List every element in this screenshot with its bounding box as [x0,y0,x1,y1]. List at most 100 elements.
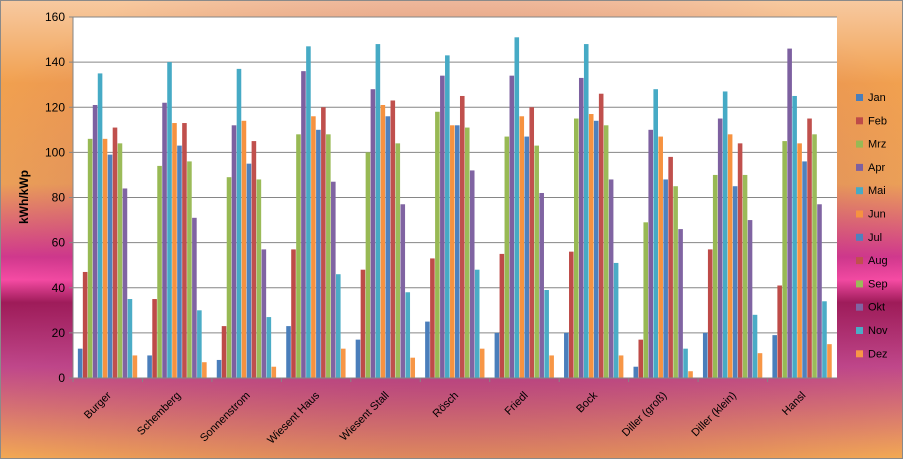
bar-jul-7 [593,120,599,378]
legend-swatch-okt [856,303,863,311]
bar-nov-3 [336,274,341,378]
bar-dez-4 [410,357,416,378]
bar-jul-6 [524,136,530,378]
bar-feb-7 [569,251,574,378]
bar-dez-5 [479,348,485,378]
bar-sep-10 [812,134,817,378]
bar-okt-10 [817,204,822,378]
y-tick-label: 140 [45,55,65,69]
bar-mai-5 [445,55,450,379]
legend-label: Sep [868,278,888,290]
bar-nov-4 [405,292,411,378]
bar-nov-7 [613,262,619,378]
bar-jul-1 [177,145,182,378]
bar-feb-8 [638,339,644,378]
x-category-label: Burger [82,389,114,421]
bar-jun-5 [450,125,455,378]
bar-mai-9 [722,91,728,379]
legend-label: Mrz [868,139,886,151]
bar-sep-7 [603,125,609,378]
bar-mrz-1 [157,165,162,378]
legend-label: Jul [868,232,882,244]
bar-apr-1 [162,102,167,379]
bar-nov-0 [127,299,133,378]
legend-label: Nov [868,325,888,337]
bar-mai-2 [236,68,242,378]
bar-jan-10 [772,335,777,378]
bar-mrz-4 [365,152,371,379]
bar-jun-3 [311,116,316,378]
bar-jun-0 [102,138,108,378]
bar-aug-1 [182,123,187,378]
bar-aug-10 [807,118,812,378]
bar-feb-2 [221,326,227,378]
bar-apr-10 [787,48,792,379]
y-tick-label: 80 [52,191,66,205]
legend-swatch-feb [856,117,863,125]
bar-aug-2 [251,141,257,378]
bar-okt-6 [539,192,544,378]
bar-feb-5 [430,258,435,378]
legend-label: Okt [868,302,885,314]
bar-sep-9 [742,174,748,378]
legend-swatch-mrz [856,140,863,148]
bar-mai-3 [306,46,311,378]
x-category-label: Sonnenstrom [198,390,253,445]
legend-label: Mai [868,185,886,197]
bar-dez-7 [618,355,624,378]
bar-apr-9 [717,118,723,378]
legend-swatch-jan [856,94,863,101]
legend-label: Feb [868,115,887,127]
x-category-label: Diller (groß) [620,390,670,440]
bar-aug-7 [598,93,604,379]
bar-okt-5 [469,170,475,378]
bar-okt-8 [678,229,683,378]
bar-mai-8 [653,89,658,378]
bar-feb-9 [707,249,713,378]
bar-jun-1 [172,123,177,378]
bar-jul-8 [663,179,668,378]
bar-mrz-6 [504,136,510,378]
bar-feb-6 [499,253,505,378]
x-category-label: Schemberg [135,390,183,438]
bar-mrz-8 [643,222,649,378]
y-tick-label: 100 [45,145,65,159]
bar-aug-9 [737,143,743,378]
y-tick-label: 60 [52,236,66,250]
bar-aug-6 [529,107,535,378]
bar-mai-10 [792,95,797,378]
bar-feb-0 [82,271,88,378]
legend-swatch-sep [856,280,863,288]
bar-jul-10 [802,161,807,378]
bar-okt-4 [400,204,406,378]
x-category-label: Wiesent Haus [265,389,322,446]
bar-jun-6 [519,116,525,378]
legend-label: Jun [868,209,886,221]
bar-dez-0 [132,355,138,378]
bar-nov-8 [683,348,688,378]
bar-dez-6 [549,355,554,378]
legend-swatch-nov [856,327,863,334]
bar-jun-2 [241,120,247,378]
bar-jan-7 [564,332,569,379]
bar-mrz-7 [574,118,579,378]
bar-aug-4 [390,100,396,378]
bar-dez-8 [688,371,693,378]
bar-jul-3 [316,129,321,378]
bar-dez-1 [202,362,207,378]
legend-swatch-dez [856,350,863,358]
legend-swatch-aug [856,257,863,265]
y-tick-label: 160 [45,10,65,24]
bar-mrz-5 [435,111,440,378]
bar-feb-4 [360,269,366,378]
bars [77,37,832,379]
bar-mai-7 [583,44,589,378]
x-category-label: Hansl [780,390,808,418]
bar-okt-1 [192,217,197,378]
bar-dez-10 [827,344,832,378]
bar-nov-9 [752,314,758,378]
x-category-label: Wiesent Stall [338,390,392,444]
bar-mai-6 [514,37,520,379]
bar-okt-9 [747,220,753,378]
